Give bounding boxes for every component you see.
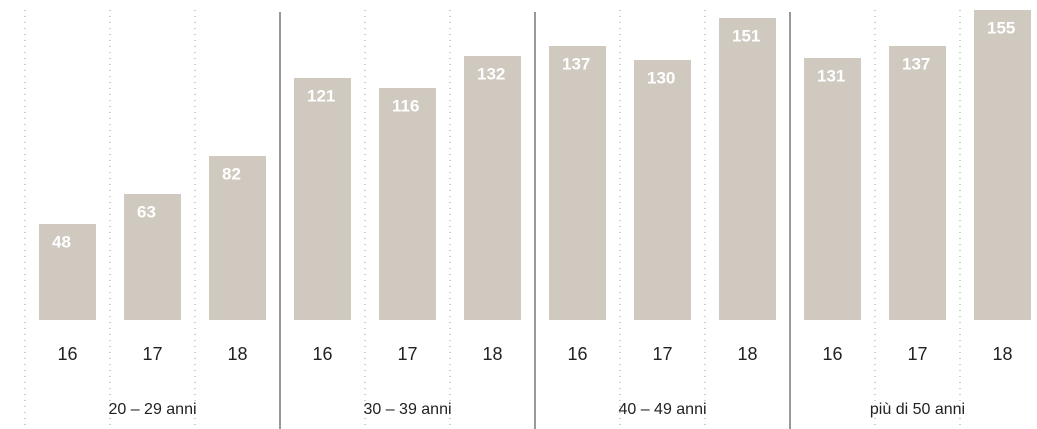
x-tick-label: 18 (992, 344, 1012, 364)
bar (294, 78, 351, 320)
value-label: 132 (477, 64, 505, 83)
bar (549, 46, 606, 320)
x-tick-label: 17 (397, 344, 417, 364)
bar (464, 56, 521, 320)
bar (379, 88, 436, 320)
group-label: 30 – 39 anni (363, 401, 451, 418)
value-label: 137 (902, 54, 930, 73)
x-tick-label: 17 (142, 344, 162, 364)
bar (889, 46, 946, 320)
group-label: 20 – 29 anni (108, 401, 196, 418)
bar (634, 60, 691, 320)
bar (974, 10, 1031, 320)
x-tick-label: 18 (737, 344, 757, 364)
x-tick-label: 17 (652, 344, 672, 364)
value-label: 151 (732, 26, 760, 45)
value-label: 121 (307, 86, 335, 105)
bar (719, 18, 776, 320)
value-label: 82 (222, 164, 241, 183)
value-label: 116 (392, 96, 419, 115)
x-tick-label: 16 (312, 344, 332, 364)
x-tick-label: 16 (57, 344, 77, 364)
x-tick-label: 18 (227, 344, 247, 364)
value-label: 130 (647, 68, 675, 87)
x-tick-label: 16 (822, 344, 842, 364)
x-tick-label: 16 (567, 344, 587, 364)
x-tick-label: 18 (482, 344, 502, 364)
value-label: 48 (52, 232, 71, 251)
value-label: 155 (987, 18, 1015, 37)
bar (209, 156, 266, 320)
bar (804, 58, 861, 320)
x-tick-label: 17 (907, 344, 927, 364)
group-label: più di 50 anni (870, 401, 965, 418)
bar (124, 194, 181, 320)
value-label: 63 (137, 202, 156, 221)
group-label: 40 – 49 anni (618, 401, 706, 418)
value-label: 131 (817, 66, 845, 85)
bar (39, 224, 96, 320)
value-label: 137 (562, 54, 590, 73)
